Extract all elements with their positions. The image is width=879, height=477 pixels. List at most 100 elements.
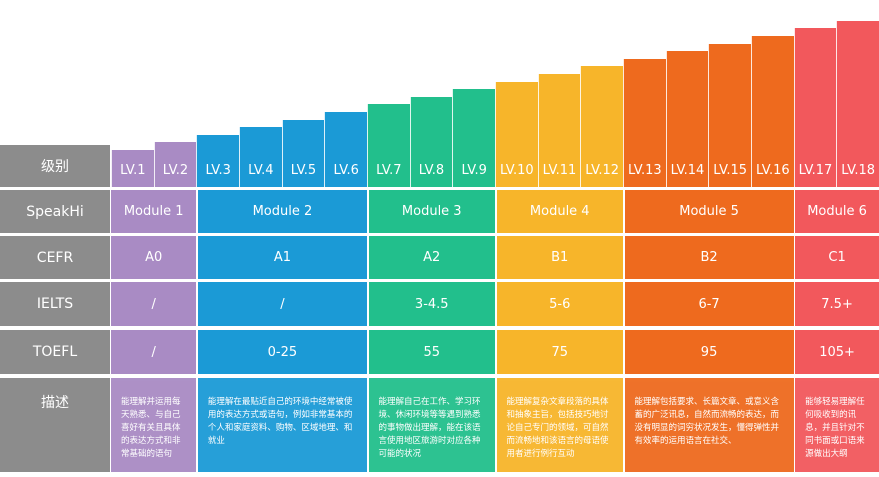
level-bar-10-text: LV.10 [499, 162, 534, 178]
level-bar-5: LV.5 [281, 119, 325, 187]
group-4-ielts-text: 5-6 [549, 296, 571, 312]
group-3-cefr: A2 [368, 236, 495, 279]
group-6-ielts-text: 7.5+ [821, 296, 853, 312]
group-5-module: Module 5 [624, 190, 794, 233]
level-bar-12: LV.12 [580, 66, 623, 187]
group-3-ielts-text: 3-4.5 [414, 296, 449, 312]
group-6-cefr: C1 [795, 236, 879, 279]
level-bar-18-text: LV.18 [841, 162, 876, 178]
level-bar-4-text: LV.4 [248, 162, 274, 178]
level-bar-16: LV.16 [751, 36, 794, 187]
level-bar-13-text: LV.13 [627, 162, 662, 178]
group-3-ielts: 3-4.5 [368, 282, 495, 326]
group-4-desc: 能理解复杂文章段落的具体和抽象主旨，包括技巧地讨论自己专门的领域，可自然而流畅地… [496, 378, 623, 472]
group-2-ielts-text: / [280, 296, 285, 312]
level-bar-5-text: LV.5 [290, 162, 317, 178]
group-4-cefr: B1 [496, 236, 623, 279]
group-5-ielts-text: 6-7 [698, 296, 720, 312]
group-1-desc: 能理解并运用每天熟悉、与自己喜好有关且具体的表达方式和非常基础的语句 [111, 378, 197, 472]
row-header-toefl: TOEFL [0, 330, 110, 374]
group-1-toefl-text: / [151, 344, 156, 360]
group-4-desc-text: 能理解复杂文章段落的具体和抽象主旨，包括技巧地讨论自己专门的领域，可自然而流畅地… [506, 397, 609, 459]
group-2-toefl: 0-25 [197, 330, 367, 374]
group-4-cefr-text: B1 [551, 250, 569, 265]
level-bar-2: LV.2 [153, 142, 197, 187]
level-bar-8: LV.8 [409, 96, 453, 187]
group-2-desc: 能理解在最贴近自己的环境中经常被使用的表达方式或语句，例如非常基本的个人和家庭资… [197, 378, 367, 472]
group-3-module: Module 3 [368, 190, 495, 233]
group-2-module-text: Module 2 [252, 204, 313, 219]
level-bar-7-text: LV.7 [376, 162, 402, 178]
group-6-desc: 能够轻易理解任何吸收到的讯息，并且针对不同书面或口语来源做出大纲 [795, 378, 879, 472]
group-6-ielts: 7.5+ [795, 282, 879, 326]
level-bar-15-text: LV.15 [713, 162, 748, 178]
level-bar-10: LV.10 [495, 81, 538, 187]
group-5-desc-text: 能理解包括要求、长篇文章、或意义含蓄的广泛讯息，自然而流畅的表达，而没有明显的词… [634, 397, 780, 446]
group-5-ielts: 6-7 [624, 282, 794, 326]
group-4-module: Module 4 [496, 190, 623, 233]
level-bar-14-text: LV.14 [670, 162, 705, 178]
group-2-ielts: / [197, 282, 367, 326]
group-6-toefl-text: 105+ [819, 344, 855, 360]
group-4-toefl-text: 75 [551, 344, 569, 360]
group-5-toefl-text: 95 [700, 344, 718, 360]
level-bar-11: LV.11 [537, 74, 581, 187]
row-header-cefr-text: CEFR [36, 249, 74, 266]
row-header-cefr: CEFR [0, 236, 110, 279]
group-3-cefr-text: A2 [423, 250, 441, 265]
row-header-toefl-text: TOEFL [32, 344, 78, 360]
group-5-cefr-text: B2 [700, 250, 718, 265]
level-bar-1-text: LV.1 [120, 163, 146, 178]
level-bar-2-text: LV.2 [162, 162, 189, 178]
level-bar-12-text: LV.12 [585, 162, 620, 178]
group-5-toefl: 95 [624, 330, 794, 374]
level-bar-7: LV.7 [367, 104, 410, 187]
level-bar-4: LV.4 [239, 127, 282, 187]
group-4-ielts: 5-6 [496, 282, 623, 326]
level-bar-3-text: LV.3 [205, 162, 231, 178]
row-header-description: 描述 [0, 378, 110, 472]
group-1-module-text: Module 1 [123, 204, 184, 219]
group-3-desc-text: 能理解自己在工作、学习环境、休闲环境等等遇到熟悉的事物做出理解，能在该语言使用地… [378, 397, 481, 459]
group-6-module: Module 6 [795, 190, 879, 233]
row-header-ielts: IELTS [0, 282, 110, 326]
level-bar-11-text: LV.11 [542, 163, 577, 178]
group-1-ielts-text: / [151, 296, 156, 312]
group-6-cefr-text: C1 [828, 250, 846, 265]
group-2-desc-text: 能理解在最贴近自己的环境中经常被使用的表达方式或语句，例如非常基本的个人和家庭资… [207, 397, 353, 446]
group-2-toefl-text: 0-25 [267, 344, 298, 360]
row-header-level-text: 级别 [41, 159, 69, 175]
group-1-toefl: / [111, 330, 197, 374]
level-bar-3: LV.3 [196, 134, 239, 187]
level-bar-9: LV.9 [452, 89, 495, 187]
level-bar-17-text: LV.17 [798, 162, 833, 178]
level-bar-13: LV.13 [623, 58, 666, 187]
group-1-module: Module 1 [111, 190, 197, 233]
level-bar-18: LV.18 [836, 20, 879, 187]
group-3-toefl-text: 55 [423, 344, 441, 360]
group-6-module-text: Module 6 [807, 204, 867, 219]
group-5-cefr: B2 [624, 236, 794, 279]
row-header-speakhi-text: SpeakHi [26, 203, 84, 220]
row-header-ielts-text: IELTS [36, 296, 74, 312]
level-bar-15: LV.15 [708, 43, 751, 187]
level-bar-16-text: LV.16 [755, 163, 790, 178]
row-header-description-text: 描述 [41, 395, 69, 411]
group-1-cefr: A0 [111, 236, 197, 279]
level-bar-14: LV.14 [665, 51, 709, 187]
group-6-desc-text: 能够轻易理解任何吸收到的讯息，并且针对不同书面或口语来源做出大纲 [805, 397, 865, 459]
group-1-desc-text: 能理解并运用每天熟悉、与自己喜好有关且具体的表达方式和非常基础的语句 [121, 397, 181, 459]
group-1-ielts: / [111, 282, 197, 326]
level-bar-9-text: LV.9 [461, 162, 487, 178]
group-3-desc: 能理解自己在工作、学习环境、休闲环境等等遇到熟悉的事物做出理解，能在该语言使用地… [368, 378, 495, 472]
group-4-toefl: 75 [496, 330, 623, 374]
row-header-speakhi: SpeakHi [0, 190, 110, 233]
group-3-module-text: Module 3 [401, 204, 462, 219]
row-header-level: 级别 [0, 145, 110, 187]
group-6-toefl: 105+ [795, 330, 879, 374]
group-3-toefl: 55 [368, 330, 495, 374]
group-2-module: Module 2 [197, 190, 367, 233]
group-1-cefr-text: A0 [145, 250, 163, 265]
level-bar-6-text: LV.6 [333, 163, 359, 178]
